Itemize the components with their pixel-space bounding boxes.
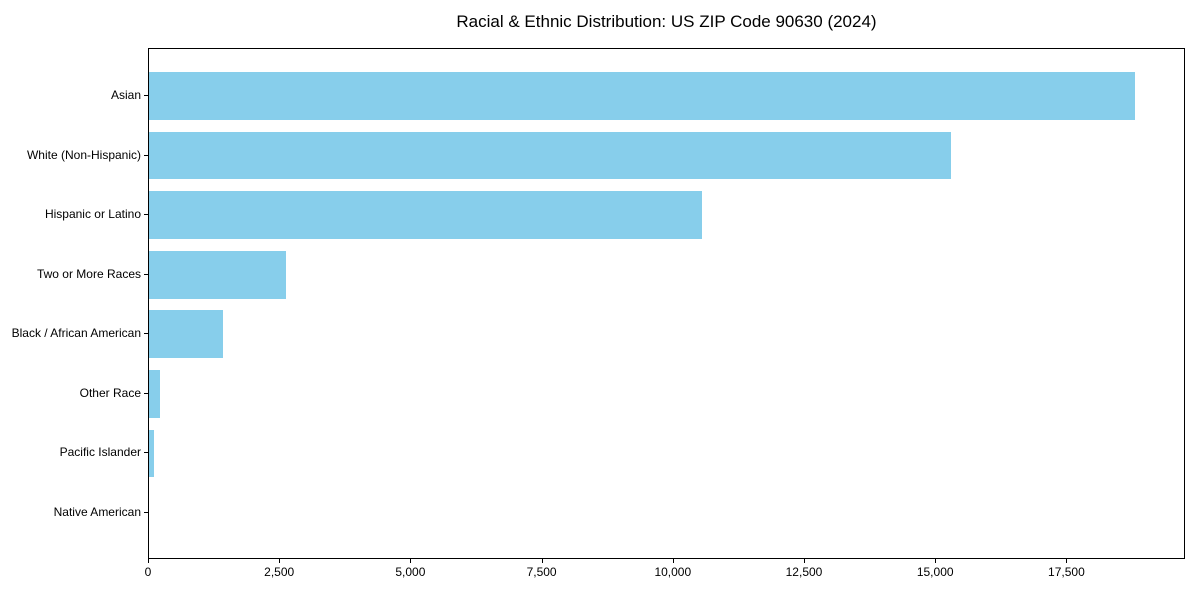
y-tick-mark xyxy=(144,511,148,513)
x-tick-label-15-000: 15,000 xyxy=(916,565,954,579)
y-tick-label-pacific-islander: Pacific Islander xyxy=(59,445,141,460)
x-tick-label-10-000: 10,000 xyxy=(654,565,692,579)
x-tick-label-17-500: 17,500 xyxy=(1048,565,1085,579)
bar-pacific-islander xyxy=(149,429,154,478)
y-tick-label-asian: Asian xyxy=(110,88,141,103)
y-tick-mark xyxy=(144,333,148,335)
bar-black-african-american xyxy=(149,310,224,359)
y-tick-mark xyxy=(144,392,148,394)
y-tick-mark xyxy=(144,154,148,156)
y-tick-mark xyxy=(144,214,148,216)
y-tick-label-other-race: Other Race xyxy=(79,385,141,400)
x-tick-label-7-500: 7,500 xyxy=(526,565,557,579)
y-tick-label-two-or-more-races: Two or More Races xyxy=(36,266,141,281)
bar-asian xyxy=(149,72,1135,120)
x-tick-mark xyxy=(279,559,281,563)
bar-two-or-more-races xyxy=(149,250,287,299)
bar-hispanic-or-latino xyxy=(149,191,703,239)
y-tick-label-hispanic-or-latino: Hispanic or Latino xyxy=(44,207,141,222)
bar-other-race xyxy=(149,370,160,418)
y-tick-mark xyxy=(144,95,148,97)
x-tick-mark xyxy=(1066,559,1068,563)
x-tick-mark xyxy=(803,559,805,563)
plot-area xyxy=(148,48,1185,559)
y-tick-label-black-african-american: Black / African American xyxy=(11,326,141,341)
bar-white-non-hispanic xyxy=(149,131,951,180)
x-tick-label-2-500: 2,500 xyxy=(264,565,295,579)
y-tick-mark xyxy=(144,452,148,454)
x-tick-label-12-500: 12,500 xyxy=(785,565,823,579)
x-tick-mark xyxy=(935,559,937,563)
x-tick-mark xyxy=(410,559,412,563)
x-tick-mark xyxy=(541,559,543,563)
x-tick-label-0: 0 xyxy=(144,565,152,579)
y-tick-label-white-non-hispanic: White (Non-Hispanic) xyxy=(26,147,141,162)
chart-title: Racial & Ethnic Distribution: US ZIP Cod… xyxy=(456,12,877,31)
x-tick-mark xyxy=(672,559,674,563)
x-tick-mark xyxy=(148,559,149,563)
x-tick-label-5-000: 5,000 xyxy=(395,565,426,579)
y-tick-label-native-american: Native American xyxy=(53,504,141,519)
y-tick-mark xyxy=(144,273,148,275)
